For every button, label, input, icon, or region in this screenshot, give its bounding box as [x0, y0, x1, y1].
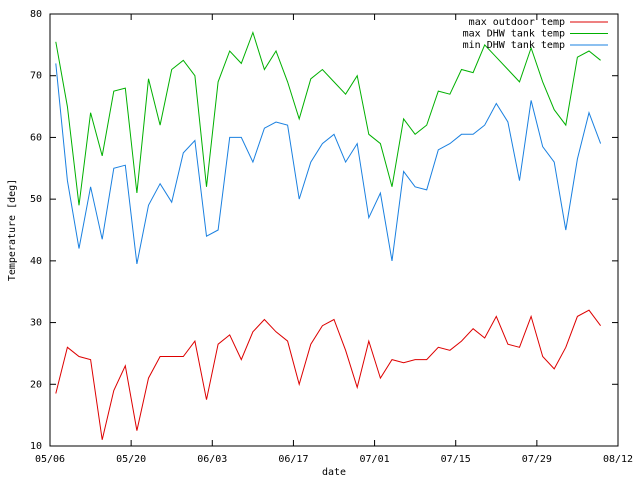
x-axis-label: date — [322, 467, 346, 478]
legend-label: min DHW tank temp — [463, 40, 565, 51]
x-tick-label: 07/29 — [522, 454, 552, 465]
y-tick-label: 60 — [30, 132, 42, 143]
x-tick-label: 07/01 — [360, 454, 390, 465]
y-tick-label: 20 — [30, 379, 42, 390]
x-tick-label: 08/12 — [603, 454, 633, 465]
y-tick-label: 50 — [30, 194, 42, 205]
legend-label: max outdoor temp — [469, 17, 565, 28]
y-tick-label: 80 — [30, 9, 42, 20]
y-tick-label: 70 — [30, 71, 42, 82]
x-tick-label: 05/20 — [116, 454, 146, 465]
y-axis-label: Temperature [deg] — [7, 179, 18, 281]
x-tick-label: 05/06 — [35, 454, 65, 465]
legend-label: max DHW tank temp — [463, 29, 565, 40]
x-tick-label: 07/15 — [441, 454, 471, 465]
x-tick-label: 06/03 — [197, 454, 227, 465]
x-tick-label: 06/17 — [278, 454, 308, 465]
series-line — [55, 309, 602, 440]
y-tick-label: 10 — [30, 441, 42, 452]
series-line — [55, 30, 601, 206]
y-tick-label: 40 — [30, 256, 42, 267]
plot-frame — [49, 13, 619, 447]
series-line — [55, 63, 602, 264]
y-tick-label: 30 — [30, 318, 42, 329]
